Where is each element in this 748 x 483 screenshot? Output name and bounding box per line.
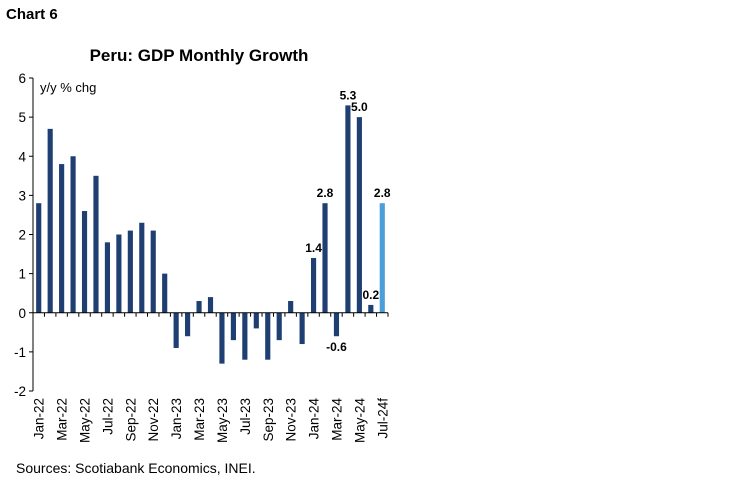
bar-Oct-22 — [139, 222, 145, 313]
bar-May-22 — [81, 211, 88, 313]
y-tick-label: -1 — [14, 345, 26, 360]
bar-Jun-23 — [230, 312, 236, 341]
x-tick-label: May-24 — [352, 398, 367, 444]
data-label: 5.3 — [340, 88, 357, 102]
x-tick-label: Sep-22 — [123, 398, 138, 442]
y-tick-label: 5 — [18, 110, 26, 125]
y-axis: 6 5 4 3 2 1 0 -1 -2 — [14, 71, 34, 399]
y-tick-label: 0 — [18, 306, 26, 321]
y-tick-label: -2 — [14, 384, 26, 399]
data-label: 1.4 — [305, 241, 322, 255]
x-tick-label: Nov-22 — [146, 398, 161, 442]
bar-Apr-24 — [345, 105, 351, 313]
x-axis: Jan-22 Mar-22 May-22 Jul-22 Sep-22 Nov-22 Jan-… — [32, 312, 390, 444]
bar-Mar-24 — [333, 312, 340, 337]
y-tick-label: 6 — [18, 71, 26, 86]
bar-Oct-23 — [276, 312, 282, 341]
data-label: -0.6 — [326, 340, 347, 354]
chart-title: Peru: GDP Monthly Growth — [90, 46, 309, 65]
bar-Feb-23 — [185, 312, 191, 337]
data-label: 0.2 — [362, 288, 379, 302]
x-tick-label: Nov-23 — [284, 398, 299, 442]
bar-Mar-23 — [196, 301, 202, 313]
x-tick-label: Mar-22 — [55, 398, 70, 441]
bars — [36, 105, 385, 364]
bar-Mar-22 — [59, 164, 65, 313]
data-labels: 1.4 2.8 -0.6 5.35.0 0.2 2.8 — [305, 88, 391, 354]
bar-Jun-24 — [368, 304, 374, 313]
bar-Nov-23 — [288, 301, 294, 313]
y-tick-label: 1 — [18, 267, 26, 282]
bar-Jul-24f — [379, 203, 385, 313]
bar-Jul-23 — [242, 312, 248, 360]
bar-Nov-22 — [150, 230, 156, 313]
bar-Sep-22 — [127, 230, 133, 313]
x-tick-label: Jul-22 — [100, 398, 115, 435]
y-tick-label: 3 — [18, 188, 26, 203]
x-tick-label: Jan-24 — [307, 398, 322, 440]
y-axis-label: y/y % chg — [40, 80, 96, 95]
x-tick-label: Jul-23 — [238, 398, 253, 435]
bar-Feb-22 — [47, 128, 53, 313]
bar-May-24 — [356, 117, 362, 313]
bar-Feb-24 — [322, 203, 328, 313]
x-tick-label: May-22 — [78, 398, 93, 443]
bar-Jun-22 — [93, 175, 99, 313]
x-tick-label: Jan-23 — [169, 398, 184, 439]
data-label: 5.0 — [351, 100, 368, 114]
bar-Dec-23 — [299, 312, 305, 345]
bar-Sep-23 — [265, 312, 271, 360]
bar-Jan-23 — [173, 312, 179, 348]
bar-Aug-22 — [116, 234, 122, 313]
x-tick-label: Mar-23 — [192, 398, 207, 441]
data-label: 2.8 — [374, 186, 391, 200]
bar-Apr-22 — [70, 156, 76, 313]
x-tick-label: Jan-22 — [32, 398, 47, 439]
bar-Dec-22 — [162, 273, 168, 313]
data-label: 2.8 — [317, 186, 334, 200]
bar-Jan-22 — [36, 203, 42, 313]
y-tick-label: 2 — [18, 228, 26, 243]
source-note: Sources: Scotiabank Economics, INEI. — [16, 460, 256, 476]
x-tick-label: May-23 — [215, 398, 230, 443]
bar-Jul-22 — [104, 242, 111, 313]
x-tick-label: Mar-24 — [329, 398, 344, 441]
bar-Jan-24 — [310, 257, 317, 313]
bar-Aug-23 — [253, 312, 259, 329]
x-tick-label: Sep-23 — [261, 398, 276, 442]
y-tick-label: 4 — [18, 149, 26, 164]
chart-number-label: Chart 6 — [6, 6, 58, 23]
bar-Apr-23 — [207, 297, 214, 313]
bar-May-23 — [219, 312, 225, 364]
x-tick-label: Jul-24f — [375, 398, 390, 439]
